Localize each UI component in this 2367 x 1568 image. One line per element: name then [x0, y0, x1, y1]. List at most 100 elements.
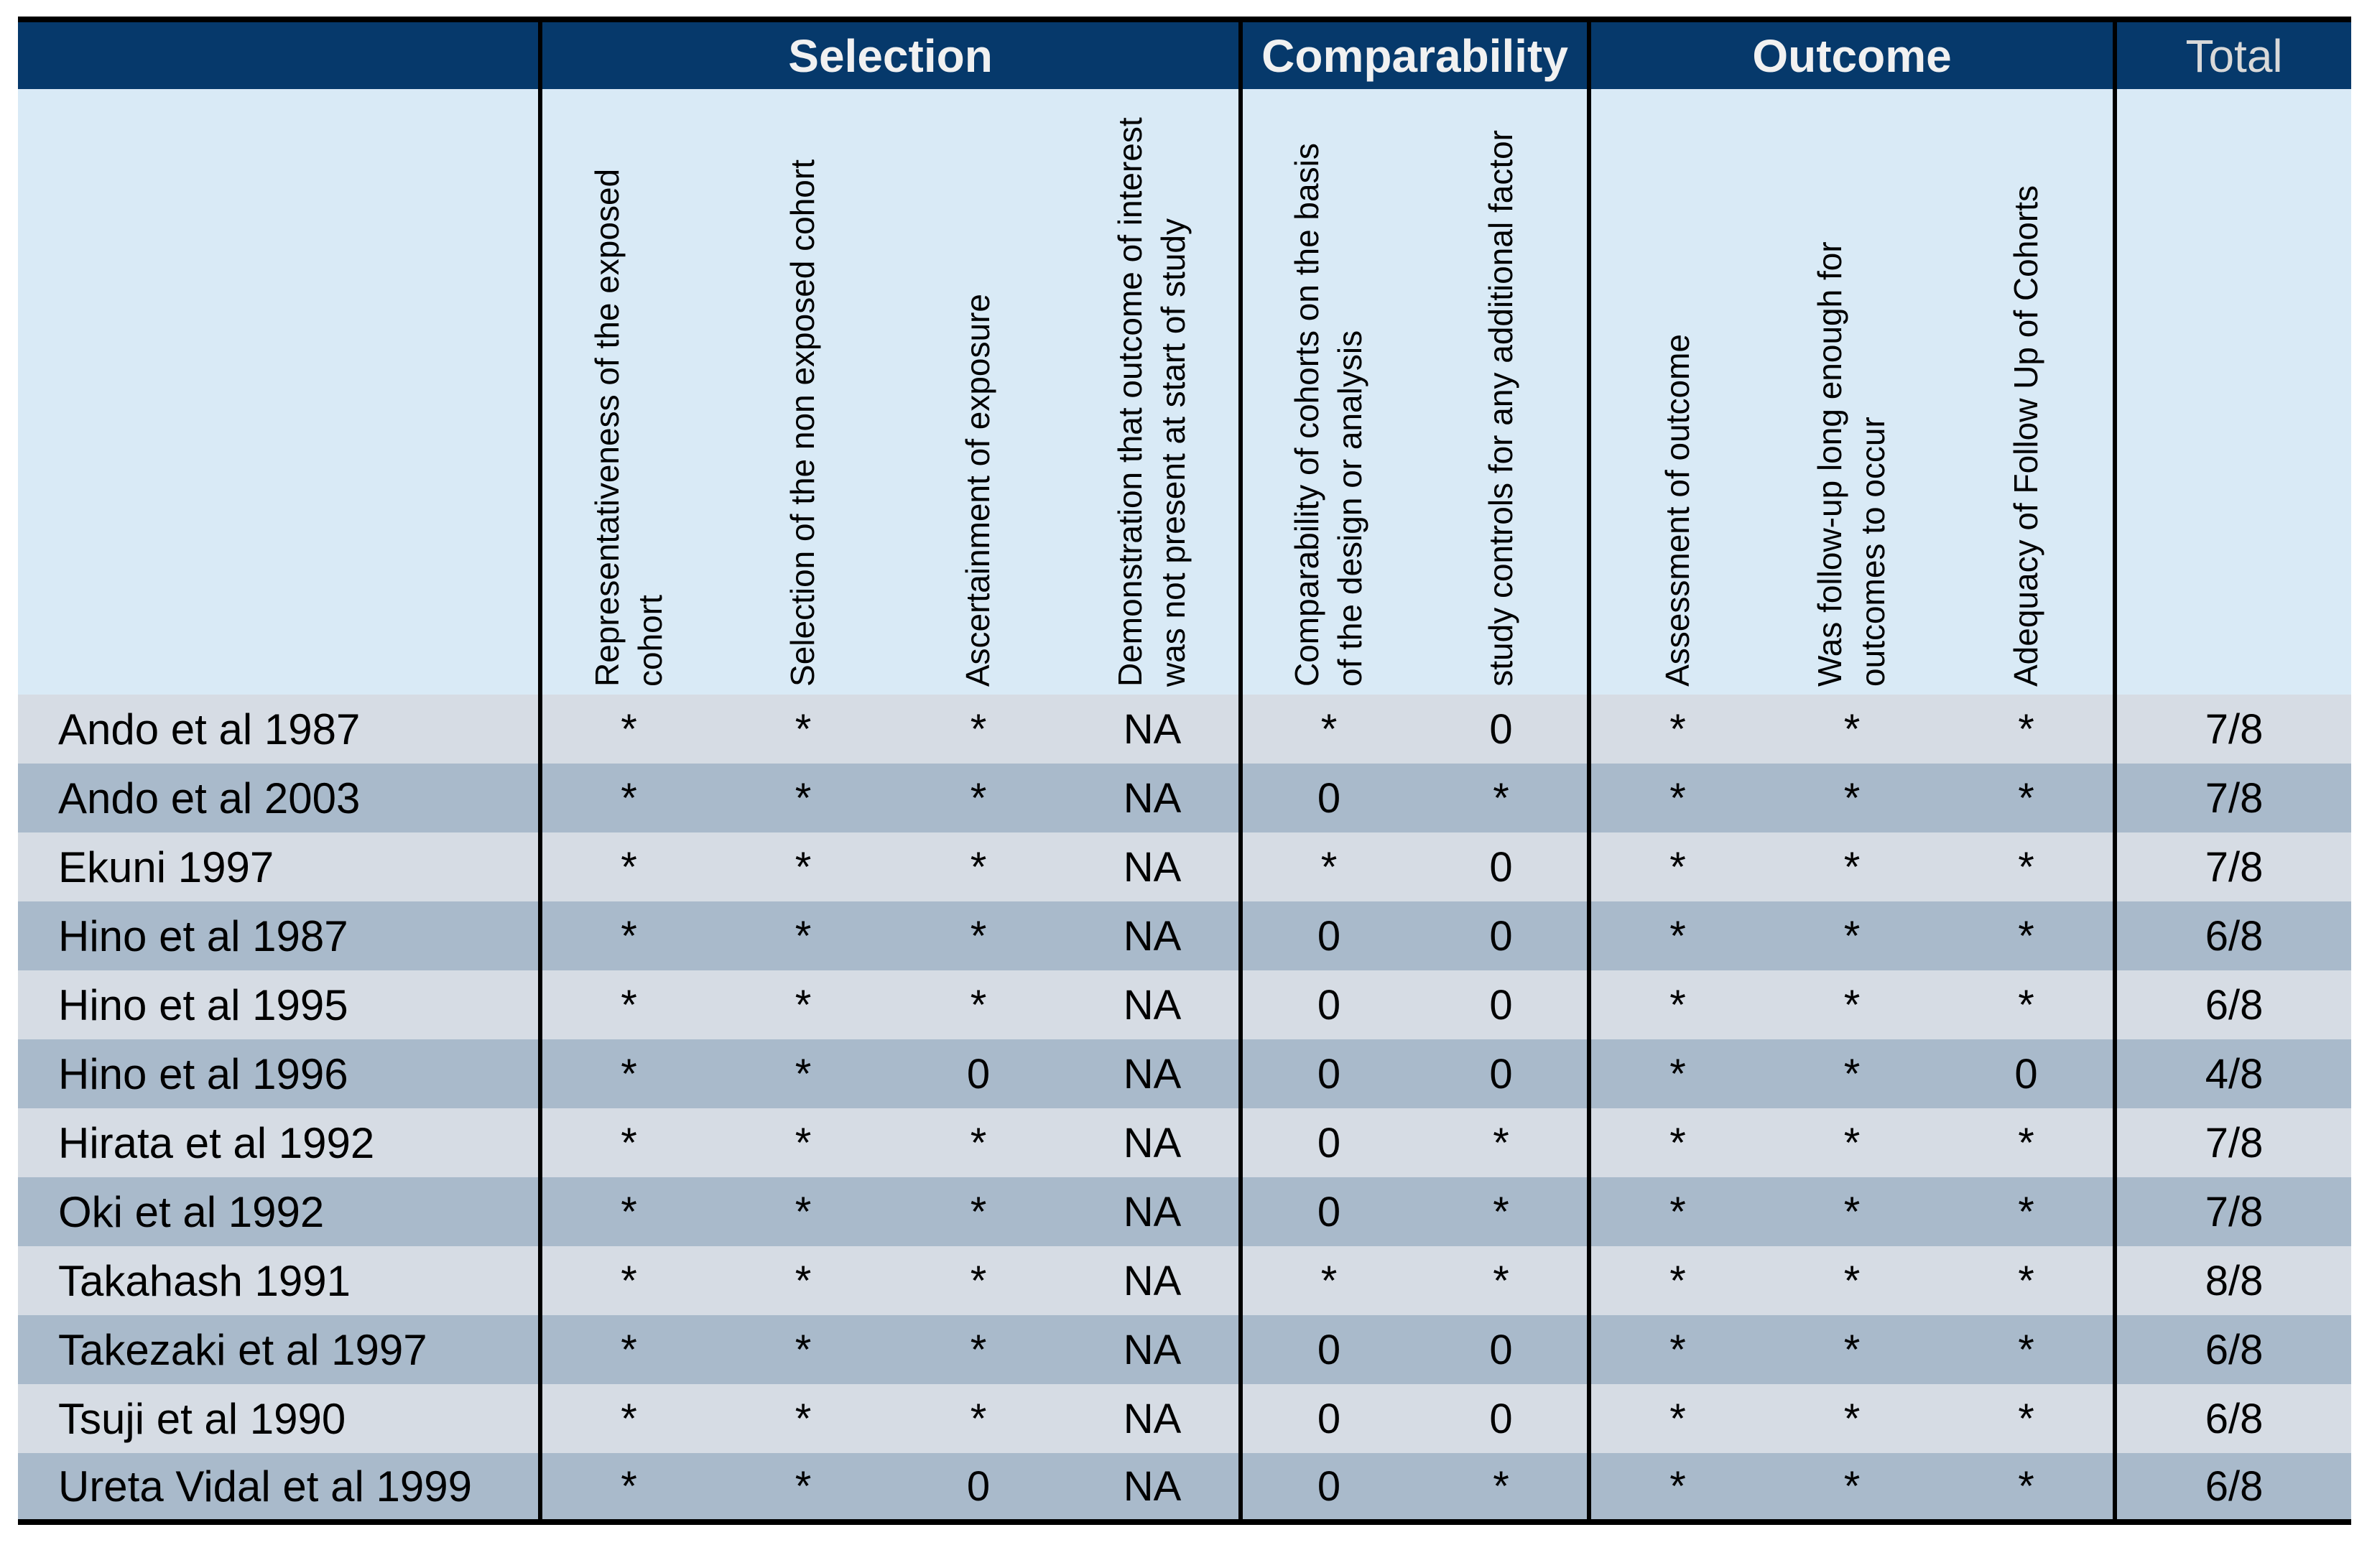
table-row: Oki et al 1992 * * * NA 0 * * * * 7/8	[18, 1177, 2352, 1246]
score-cell: *	[1764, 1108, 1940, 1177]
score-cell: *	[540, 1315, 715, 1384]
score-cell: *	[1415, 1453, 1592, 1522]
score-cell: *	[715, 1384, 891, 1453]
score-cell: 0	[1241, 764, 1416, 832]
criteria-header-cell: Comparability of cohorts on the basis of…	[1241, 89, 1416, 695]
table-row: Hino et al 1996 * * 0 NA 0 0 * * 0 4/8	[18, 1039, 2352, 1108]
score-cell: *	[1764, 1246, 1940, 1315]
criteria-header-cell: Representativeness of the exposed cohort	[540, 89, 715, 695]
score-cell: NA	[1066, 1315, 1243, 1384]
score-cell: *	[1764, 1315, 1940, 1384]
criteria-header-cell: Ascertainment of exposure	[891, 89, 1066, 695]
score-cell: *	[540, 1177, 715, 1246]
score-cell: NA	[1066, 970, 1243, 1039]
rotated-label-adequacy-followup: Adequacy of Follow Up of Cohorts	[2006, 185, 2044, 687]
score-cell: *	[715, 764, 891, 832]
table-row: Hino et al 1987 * * * NA 0 0 * * * 6/8	[18, 901, 2352, 970]
criteria-header-cell: Demonstration that outcome of interest w…	[1066, 89, 1243, 695]
criteria-spacer-total	[2115, 89, 2352, 695]
study-name-cell: Hirata et al 1992	[18, 1108, 542, 1177]
score-cell: 0	[891, 1039, 1066, 1108]
score-cell: *	[1589, 1246, 1765, 1315]
score-cell: *	[1415, 1177, 1592, 1246]
score-cell: 0	[1415, 1315, 1592, 1384]
total-score-cell: 6/8	[2115, 1453, 2352, 1522]
score-cell: *	[715, 1177, 891, 1246]
score-cell: *	[891, 1108, 1066, 1177]
score-cell: *	[540, 1453, 715, 1522]
table-row: Hirata et al 1992 * * * NA 0 * * * * 7/8	[18, 1108, 2352, 1177]
score-cell: 0	[1241, 1453, 1416, 1522]
quality-assessment-table: Selection Comparability Outcome Total Re…	[18, 17, 2352, 1525]
score-cell: 0	[1241, 1384, 1416, 1453]
score-cell: *	[715, 1108, 891, 1177]
score-cell: 0	[1415, 1039, 1592, 1108]
study-name-cell: Takezaki et al 1997	[18, 1315, 542, 1384]
score-cell: 0	[1415, 695, 1592, 764]
score-cell: *	[1764, 1384, 1940, 1453]
score-cell: *	[1940, 764, 2118, 832]
score-cell: *	[1764, 1039, 1940, 1108]
score-cell: *	[1241, 1246, 1416, 1315]
study-name-cell: Ureta Vidal et al 1999	[18, 1453, 542, 1522]
table-row: Tsuji et al 1990 * * * NA 0 0 * * * 6/8	[18, 1384, 2352, 1453]
score-cell: *	[1589, 901, 1765, 970]
total-score-cell: 8/8	[2115, 1246, 2352, 1315]
study-name-cell: Hino et al 1995	[18, 970, 542, 1039]
score-cell: 0	[1415, 970, 1592, 1039]
score-cell: 0	[1241, 901, 1416, 970]
table-row: Ando et al 1987 * * * NA * 0 * * * 7/8	[18, 695, 2352, 764]
table-row: Ureta Vidal et al 1999 * * 0 NA 0 * * * …	[18, 1453, 2352, 1522]
score-cell: *	[1764, 1453, 1940, 1522]
score-cell: *	[540, 764, 715, 832]
score-cell: *	[1589, 1177, 1765, 1246]
score-cell: *	[1415, 1108, 1592, 1177]
score-cell: *	[1764, 970, 1940, 1039]
score-cell: *	[891, 695, 1066, 764]
score-cell: *	[1940, 901, 2118, 970]
total-score-cell: 7/8	[2115, 1177, 2352, 1246]
score-cell: *	[891, 1315, 1066, 1384]
score-cell: *	[1764, 832, 1940, 901]
total-score-cell: 6/8	[2115, 1384, 2352, 1453]
score-cell: *	[1764, 764, 1940, 832]
score-cell: *	[540, 695, 715, 764]
score-cell: 0	[1415, 832, 1592, 901]
rotated-label-demonstration: Demonstration that outcome of interest w…	[1111, 117, 1192, 687]
score-cell: *	[715, 1453, 891, 1522]
score-cell: *	[1589, 1039, 1765, 1108]
rotated-label-ascertainment: Ascertainment of exposure	[959, 293, 997, 687]
score-cell: *	[1241, 695, 1416, 764]
score-cell: *	[1764, 901, 1940, 970]
score-cell: *	[1241, 832, 1416, 901]
score-cell: *	[1940, 1108, 2118, 1177]
rotated-label-followup-length: Was follow-up long enough for outcomes t…	[1811, 241, 1892, 687]
score-cell: 0	[1241, 1315, 1416, 1384]
group-header-comparability: Comparability	[1241, 19, 1592, 89]
score-cell: *	[1940, 970, 2118, 1039]
score-cell: NA	[1066, 1108, 1243, 1177]
score-cell: *	[1940, 1315, 2118, 1384]
score-cell: *	[891, 1384, 1066, 1453]
total-score-cell: 7/8	[2115, 1108, 2352, 1177]
score-cell: *	[1589, 764, 1765, 832]
study-name-cell: Tsuji et al 1990	[18, 1384, 542, 1453]
study-name-cell: Ando et al 1987	[18, 695, 542, 764]
score-cell: 0	[891, 1453, 1066, 1522]
score-cell: *	[540, 1246, 715, 1315]
score-cell: *	[891, 901, 1066, 970]
group-header-row: Selection Comparability Outcome Total	[18, 19, 2352, 89]
score-cell: *	[1589, 970, 1765, 1039]
score-cell: NA	[1066, 1246, 1243, 1315]
score-cell: *	[1589, 1108, 1765, 1177]
score-cell: NA	[1066, 832, 1243, 901]
score-cell: *	[540, 1039, 715, 1108]
total-score-cell: 7/8	[2115, 695, 2352, 764]
score-cell: NA	[1066, 695, 1243, 764]
score-cell: 0	[1241, 1177, 1416, 1246]
rotated-label-selection-non-exposed: Selection of the non exposed cohort	[784, 159, 822, 687]
rotated-label-representativeness: Representativeness of the exposed cohort	[588, 168, 669, 687]
score-cell: *	[540, 901, 715, 970]
score-cell: *	[1589, 1453, 1765, 1522]
group-header-outcome: Outcome	[1589, 19, 2118, 89]
